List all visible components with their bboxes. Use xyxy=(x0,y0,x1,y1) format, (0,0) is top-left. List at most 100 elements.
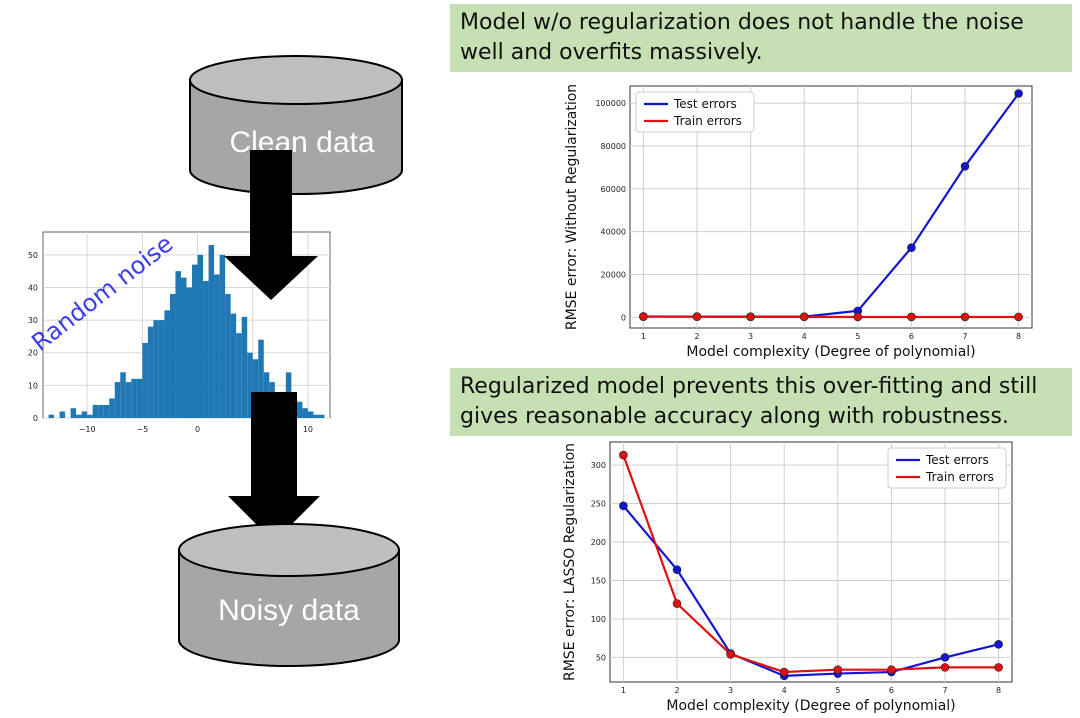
data-point xyxy=(672,599,682,608)
x-tick-label: 8 xyxy=(996,686,1001,695)
histogram-bar xyxy=(252,359,259,418)
data-point xyxy=(746,312,755,322)
hist-y-tick-label: 20 xyxy=(28,349,38,358)
histogram-bar xyxy=(142,342,148,418)
x-tick-label: 7 xyxy=(942,686,947,695)
x-tick-label: 6 xyxy=(889,686,894,695)
histogram-bar xyxy=(92,404,99,418)
y-tick-label: 40000 xyxy=(601,228,626,237)
data-point xyxy=(907,243,916,252)
x-tick-label: 5 xyxy=(855,332,860,341)
histogram-bar xyxy=(164,310,170,418)
hist-x-tick-label: 0 xyxy=(195,425,200,434)
histogram-bar xyxy=(241,316,248,418)
data-point xyxy=(1014,89,1023,98)
hist-x-tick-label: −10 xyxy=(79,425,96,434)
x-tick-label: 1 xyxy=(621,686,626,695)
y-tick-label: 100000 xyxy=(595,99,626,108)
histogram-bar xyxy=(214,274,220,418)
x-tick-label: 3 xyxy=(728,686,733,695)
histogram-bar xyxy=(203,280,209,418)
histogram-bar xyxy=(313,414,319,418)
y-tick-label: 200 xyxy=(591,538,606,547)
histogram-bar xyxy=(197,254,204,418)
bottom-callout-text: Regularized model prevents this over-fit… xyxy=(460,374,1038,429)
histogram-bar xyxy=(59,411,66,418)
series-line-test xyxy=(622,505,999,677)
hist-x-tick-label: 10 xyxy=(303,425,313,434)
data-point xyxy=(619,501,628,511)
y-tick-label: 0 xyxy=(621,313,626,322)
histogram-bar xyxy=(103,404,110,418)
data-point xyxy=(907,312,916,322)
y-tick-label: 150 xyxy=(591,576,606,585)
histogram-bars xyxy=(48,245,325,418)
data-point xyxy=(994,663,1003,672)
histogram-bar xyxy=(180,277,187,418)
data-point xyxy=(779,667,789,677)
histogram-bar xyxy=(230,313,237,418)
chart-lasso-regularization: 1 2 3 4 5 6 7 8 50 100 150 200 250 300 Model complexit… xyxy=(562,441,1013,714)
hist-y-tick-label: 10 xyxy=(28,381,38,390)
histogram-bar xyxy=(302,408,308,418)
chart-without-regularization: 1 2 3 4 5 6 7 8 0 20000 40000 60000 80000 100000 Model… xyxy=(564,84,1033,360)
histogram-bar xyxy=(76,414,82,418)
top-callout-text: Model w/o regularization does not handle… xyxy=(460,10,1024,65)
data-point xyxy=(960,162,970,171)
x-tick-label: 3 xyxy=(748,332,753,341)
data-point xyxy=(799,312,809,322)
histogram-bar xyxy=(70,408,77,418)
y-tick-label: 300 xyxy=(591,461,606,470)
x-tick-label: 1 xyxy=(641,332,646,341)
hist-y-tick-label: 40 xyxy=(28,283,38,292)
legend-label: Test errors xyxy=(673,97,737,111)
histogram-bar xyxy=(98,404,104,418)
down-arrow-top xyxy=(224,150,318,300)
histogram-bar xyxy=(175,271,181,418)
legend-label: Train errors xyxy=(925,470,994,484)
data-point xyxy=(994,640,1003,649)
histogram-bar xyxy=(158,320,165,418)
data-point xyxy=(639,312,648,321)
histogram-bar xyxy=(109,398,115,418)
histogram-bar xyxy=(125,382,132,418)
histogram-bar xyxy=(136,378,143,418)
data-point xyxy=(1014,312,1023,322)
x-tick-label: 8 xyxy=(1016,332,1021,341)
clean-data-cylinder: Clean data xyxy=(189,55,403,195)
x-tick-label: 4 xyxy=(782,686,787,695)
hist-x-tick-label: −5 xyxy=(136,425,148,434)
histogram-bar xyxy=(318,414,325,418)
histogram-bar xyxy=(225,294,231,418)
data-point xyxy=(940,653,950,662)
hist-y-tick-label: 30 xyxy=(28,316,38,325)
histogram-bar xyxy=(153,320,159,418)
histogram-bar xyxy=(208,245,215,418)
histogram-bar xyxy=(48,414,55,418)
histogram-bar xyxy=(247,352,253,418)
data-point xyxy=(853,312,863,322)
x-tick-label: 7 xyxy=(962,332,967,341)
histogram-bar xyxy=(186,287,193,418)
data-point xyxy=(960,312,970,322)
histogram-bar xyxy=(81,411,88,418)
histogram-bar xyxy=(236,333,242,418)
histogram-bar xyxy=(296,401,303,418)
legend-label: Test errors xyxy=(925,453,989,467)
y-tick-label: 60000 xyxy=(601,185,626,194)
y-tick-label: 100 xyxy=(591,615,606,624)
x-tick-label: 5 xyxy=(835,686,840,695)
y-tick-label: 50 xyxy=(596,653,606,662)
histogram-bar xyxy=(219,254,226,418)
x-tick-label: 2 xyxy=(674,686,679,695)
series-line-train xyxy=(622,454,999,674)
x-tick-label: 6 xyxy=(909,332,914,341)
legend-label: Train errors xyxy=(673,114,742,128)
hist-y-tick-label: 50 xyxy=(28,251,38,260)
y-axis-label: RMSE error: LASSO Regularization xyxy=(562,443,578,681)
data-point xyxy=(672,565,682,574)
histogram-bar xyxy=(147,326,154,418)
histogram-bar xyxy=(131,378,137,418)
histogram-bar xyxy=(258,339,264,418)
